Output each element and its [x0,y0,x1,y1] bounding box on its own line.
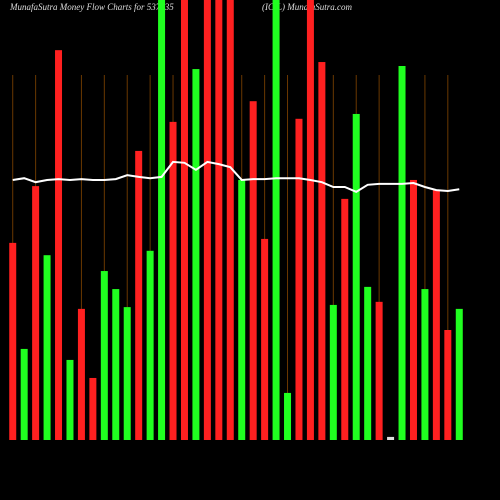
bar [112,289,120,440]
bar [352,113,360,441]
bar [20,348,28,440]
bar [55,50,63,440]
bar [387,436,395,440]
bar [100,271,108,440]
bar [444,330,452,440]
bar [66,359,74,440]
bar [318,62,326,440]
bar [284,392,292,440]
bar [306,0,314,440]
bar [180,0,188,440]
bar [249,101,257,440]
bar [215,0,223,440]
bar [295,118,303,441]
bar [329,304,337,440]
bar [203,0,211,440]
bar [261,238,269,440]
bar [375,301,383,440]
bar [158,0,166,440]
bar [364,286,372,440]
chart-title: MunafaSutra Money Flow Charts for 537835 [9,2,174,12]
bar [398,66,406,440]
bar [192,69,200,440]
bar [169,121,177,440]
bar [123,307,131,440]
bar [432,190,440,440]
bar [43,255,51,440]
bar [135,150,143,441]
bar [146,250,154,440]
bar [455,308,463,440]
bar [341,198,349,440]
bar [409,179,417,440]
bar [421,289,429,440]
bar [238,179,246,440]
bar [89,377,97,440]
trend-line [12,160,460,193]
bar [272,0,280,440]
bar [32,186,40,440]
bar [9,242,17,440]
bar [226,0,234,440]
bar [77,308,85,440]
